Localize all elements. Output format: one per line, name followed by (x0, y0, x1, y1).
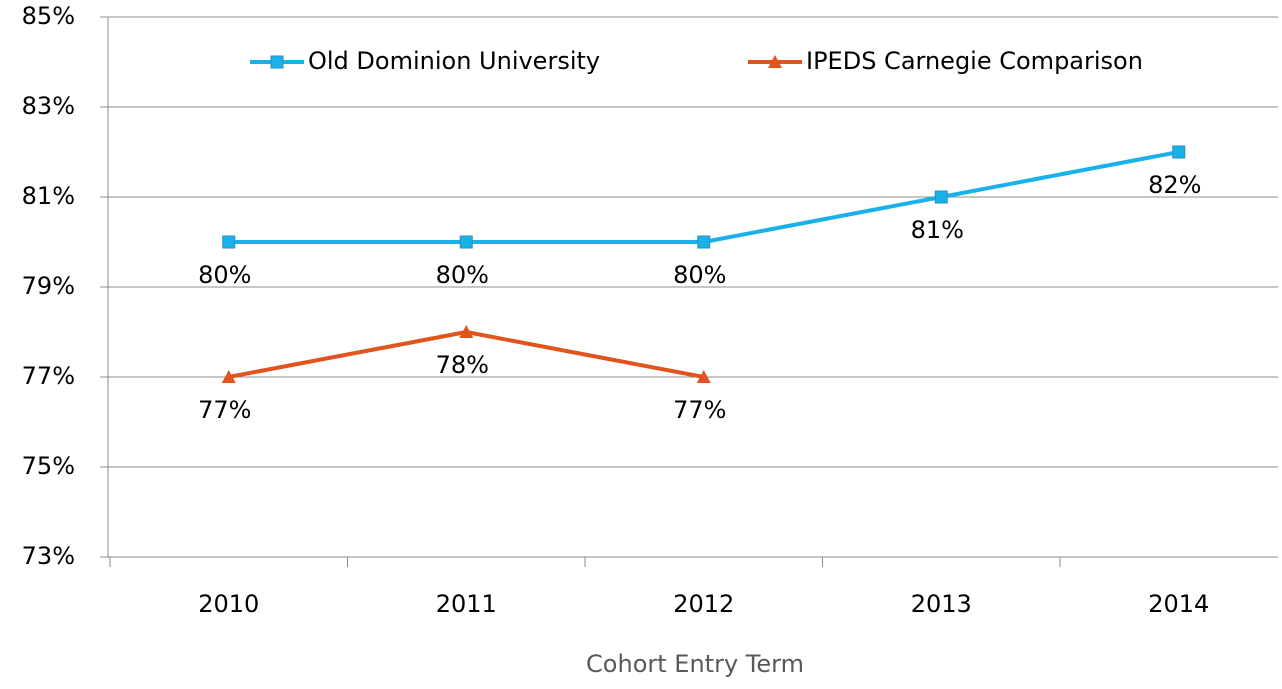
data-point (222, 235, 236, 249)
y-tick-label: 81% (22, 182, 75, 210)
data-label: 82% (1148, 171, 1201, 199)
x-tick-label: 2010 (198, 590, 259, 618)
legend-marker (768, 55, 782, 68)
x-tick-label: 2013 (911, 590, 972, 618)
data-point (934, 190, 948, 204)
y-tick-label: 75% (22, 452, 75, 480)
y-tick-label: 77% (22, 362, 75, 390)
data-label: 78% (436, 351, 489, 379)
x-tick-label: 2012 (673, 590, 734, 618)
data-point (696, 370, 711, 383)
x-tick-label: 2014 (1148, 590, 1209, 618)
data-point (459, 325, 474, 338)
data-point (459, 235, 473, 249)
x-tick-label: 2011 (436, 590, 497, 618)
data-label: 81% (911, 216, 964, 244)
x-axis-title: Cohort Entry Term (586, 650, 804, 678)
data-point (1172, 145, 1186, 159)
y-tick-label: 73% (22, 542, 75, 570)
y-tick-label: 85% (22, 2, 75, 30)
data-label: 77% (673, 396, 726, 424)
legend-label: IPEDS Carnegie Comparison (806, 47, 1143, 75)
y-tick-label: 79% (22, 272, 75, 300)
data-label: 80% (673, 261, 726, 289)
data-point (697, 235, 711, 249)
legend-marker (270, 55, 284, 69)
data-label: 80% (436, 261, 489, 289)
data-label: 77% (198, 396, 251, 424)
y-tick-label: 83% (22, 92, 75, 120)
data-point (221, 370, 236, 383)
legend-label: Old Dominion University (308, 47, 600, 75)
data-label: 80% (198, 261, 251, 289)
